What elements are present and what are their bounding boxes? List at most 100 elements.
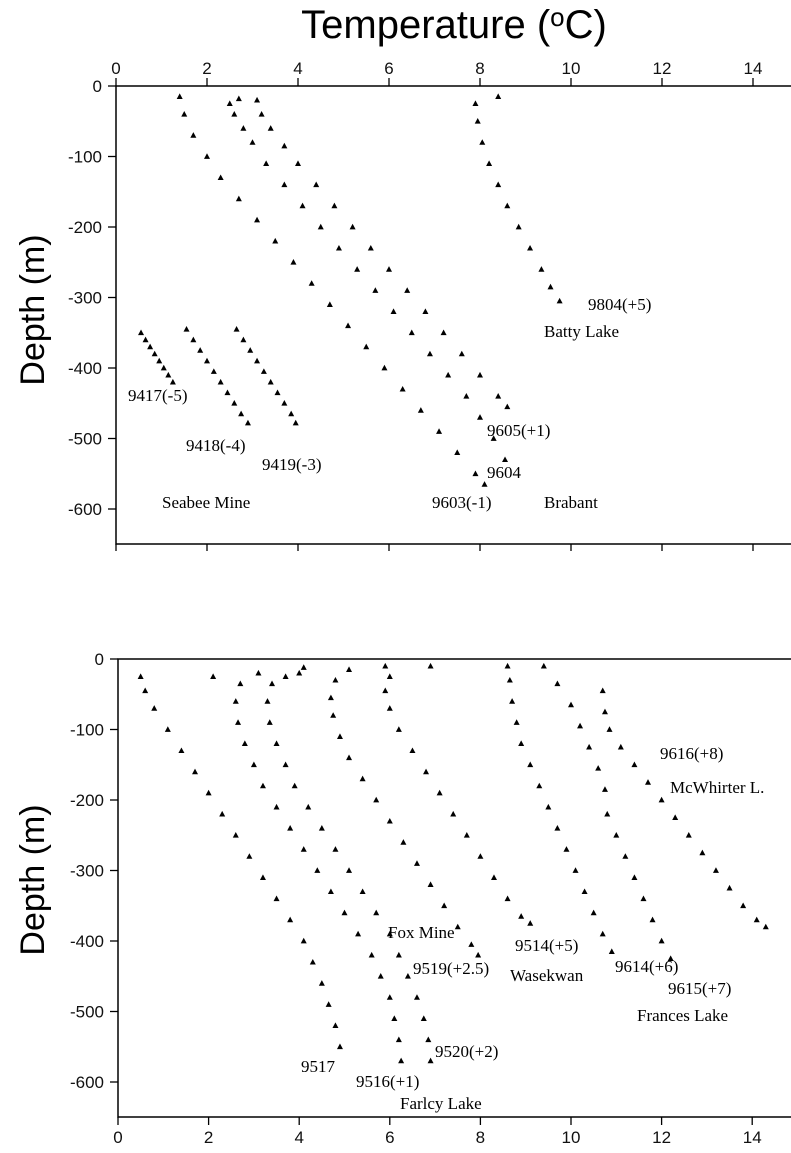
data-point [753,916,760,923]
data-point [740,902,747,909]
x-tick-label: 14 [744,59,763,78]
data-point [404,287,411,293]
data-point [426,350,433,357]
data-point [263,160,270,166]
data-point [336,1043,343,1050]
y-tick-label: -600 [68,500,102,519]
data-point [232,832,239,838]
label-9516: 9516(+1) [356,1072,419,1091]
data-point [299,202,306,209]
data-point [377,973,384,979]
data-point [413,860,420,866]
data-point [313,181,320,188]
data-point [645,779,652,785]
data-point [762,923,769,930]
data-point [581,888,588,895]
data-point [506,676,513,683]
data-point [545,803,552,810]
x-tick-label: 10 [562,59,581,78]
data-point [217,378,224,385]
data-point [346,666,353,672]
x-tick-label: 0 [111,59,120,78]
data-point [235,719,242,725]
data-point [288,410,295,417]
data-point [441,902,448,909]
data-point [667,955,674,962]
data-point [563,846,570,852]
data-point [413,994,420,1000]
data-point [445,371,452,378]
x-tick-label: 4 [294,1128,303,1147]
data-point [142,336,149,343]
data-point [190,132,197,138]
data-point [314,867,321,873]
data-point [386,266,392,272]
data-point [518,740,525,746]
data-point [395,726,402,732]
data-point [249,139,256,145]
top-y-ticks: 0 -100 -200 -300 -400 -500 -600 [68,77,116,519]
data-point [296,669,303,676]
x-tick-label: 2 [202,59,211,78]
data-point [147,343,154,350]
data-point [513,719,520,725]
label-seabee-mine: Seabee Mine [162,493,250,512]
data-point [495,181,502,188]
top-panel: Depth (m) 0 2 4 6 8 10 12 14 0 -100 -200 -300 -400 -… [14,59,791,551]
data-point [274,389,281,396]
data-point [386,994,393,1000]
data-point [390,308,397,314]
y-tick-label: -100 [70,721,104,740]
data-point [481,481,488,487]
y-tick-label: 0 [93,77,102,96]
data-point [422,308,429,314]
data-point [556,297,563,304]
data-point [205,789,212,796]
data-point [300,937,307,944]
data-point [204,357,210,364]
label-9419: 9419(-3) [262,455,321,474]
data-point [604,810,611,817]
data-point [266,719,273,725]
data-point [590,909,597,916]
bottom-panel: Depth (m) 0 2 4 6 8 10 12 14 0 -100 -200 -300 -400 -… [14,650,791,1147]
label-9614: 9614(+6) [615,957,678,976]
data-point [240,125,247,131]
data-point [156,357,163,364]
data-point [272,237,279,244]
data-point [463,393,470,399]
y-tick-label: -100 [68,148,102,167]
data-point [367,244,374,251]
data-point [408,329,415,336]
data-point [260,368,267,374]
data-point [224,389,231,396]
label-9615: 9615(+7) [668,979,731,998]
bottom-y-ticks: 0 -100 -200 -300 -400 -500 -600 [70,650,118,1092]
data-point [486,160,493,166]
label-9605: 9605(+1) [487,421,550,440]
data-point [190,336,197,343]
data-point [699,849,706,856]
data-point [197,347,204,353]
data-point [359,775,366,782]
data-point [309,958,316,965]
data-point [237,680,244,687]
data-point [305,803,312,810]
y-tick-label: -300 [70,862,104,881]
data-point [527,244,534,251]
data-point [427,881,434,887]
data-point [672,814,679,821]
data-point [336,733,343,739]
data-point [292,419,299,426]
data-point [210,673,217,680]
data-point [601,708,608,715]
data-point [326,301,333,307]
data-point [332,1022,339,1028]
data-point [244,419,251,426]
data-point [391,1015,398,1021]
data-point [235,195,242,202]
data-point [504,662,511,669]
data-point [577,722,584,729]
data-point [572,867,579,873]
y-tick-label: -500 [70,1003,104,1022]
